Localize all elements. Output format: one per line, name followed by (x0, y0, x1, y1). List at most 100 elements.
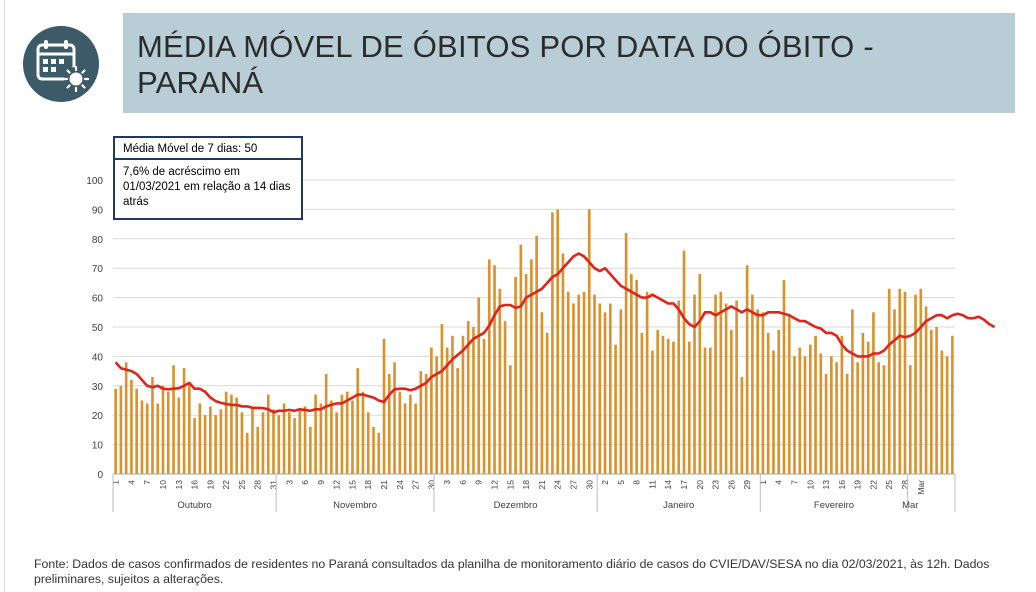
bar (303, 406, 307, 474)
bar (661, 335, 665, 474)
bar (156, 403, 160, 474)
bar (903, 291, 907, 474)
bar (209, 406, 212, 474)
bar (440, 324, 444, 474)
bar (266, 394, 270, 474)
bar (203, 415, 207, 474)
bar (282, 403, 286, 474)
x-tick-label: 3 (442, 480, 452, 485)
x-tick-label: 6 (458, 480, 468, 485)
y-tick-label: 70 (92, 264, 104, 275)
bar (803, 356, 807, 474)
bar (745, 265, 749, 474)
bar (908, 365, 912, 474)
bar (424, 374, 428, 474)
bar (498, 288, 502, 474)
bar (351, 400, 354, 474)
bar (624, 232, 628, 474)
bar (430, 347, 433, 474)
x-tick-label: 12 (490, 480, 500, 490)
bar (945, 356, 949, 474)
bar (940, 350, 944, 474)
bar (230, 394, 233, 474)
x-tick-label: 15 (347, 480, 357, 490)
x-tick-label: 22 (221, 480, 231, 490)
bar (330, 400, 333, 474)
bar (787, 315, 791, 474)
x-tick-label: 14 (663, 480, 673, 490)
x-tick-label: 16 (837, 480, 847, 490)
bar (403, 403, 407, 474)
x-tick-label: 27 (568, 480, 578, 490)
bar (887, 288, 891, 474)
bar (756, 309, 759, 474)
bar (119, 385, 123, 474)
bar (151, 376, 154, 474)
bar (603, 312, 607, 474)
x-tick-label: 9 (474, 480, 484, 485)
bar (751, 294, 754, 474)
bar (298, 409, 302, 474)
bar (414, 403, 417, 474)
bar (198, 403, 202, 474)
bar (345, 391, 349, 474)
bar (187, 382, 191, 474)
x-tick-label: 11 (647, 480, 657, 489)
x-tick-label: 25 (884, 480, 894, 490)
left-rule (4, 0, 5, 592)
bar (340, 394, 344, 474)
bar (919, 288, 923, 474)
bar (608, 303, 612, 474)
bar (851, 309, 854, 474)
y-tick-label: 100 (86, 176, 103, 187)
x-tick-label: 13 (821, 480, 831, 490)
bar (277, 415, 281, 474)
bar (861, 332, 865, 474)
x-tick-label: 18 (363, 480, 373, 490)
bar (140, 400, 144, 474)
bar (135, 388, 138, 474)
x-tick-label: 9 (316, 480, 326, 485)
bar (587, 209, 591, 474)
bar (924, 306, 928, 474)
bar (566, 291, 570, 474)
bar (466, 321, 470, 474)
x-tick-label: 6 (300, 480, 310, 485)
bar (877, 362, 881, 474)
y-tick-label: 80 (92, 235, 104, 246)
bar (472, 327, 475, 474)
bar (540, 312, 544, 474)
bar (219, 409, 223, 474)
bar (524, 274, 528, 474)
y-axis-ticks: 0 10 20 30 40 50 60 70 80 90 100 (86, 176, 103, 481)
bar (509, 365, 512, 474)
x-tick-label: 28 (253, 480, 263, 490)
bar (914, 294, 917, 474)
bar (419, 371, 423, 474)
bar (724, 303, 728, 474)
month-label: Outubro (177, 500, 211, 511)
bar (651, 350, 654, 474)
bar (872, 312, 875, 474)
bar (214, 415, 217, 474)
bar (693, 294, 696, 474)
bar (703, 347, 707, 474)
x-tick-label: 22 (868, 480, 878, 490)
x-tick-label: 4 (774, 480, 784, 485)
bar (172, 365, 175, 474)
bar (714, 294, 717, 474)
month-label: Janeiro (663, 500, 694, 511)
bar (487, 259, 491, 474)
x-tick-label: Mar (916, 480, 926, 495)
bar (682, 250, 686, 474)
bar (324, 374, 328, 474)
calendar-virus-icon (23, 26, 99, 102)
bar (256, 426, 260, 474)
x-tick-label: 25 (237, 480, 247, 490)
moving-average-line (114, 252, 996, 414)
x-tick-label: 1 (758, 480, 768, 485)
bar (287, 412, 291, 474)
bar (814, 335, 817, 474)
x-tick-label: 26 (726, 480, 736, 490)
bar (593, 294, 596, 474)
